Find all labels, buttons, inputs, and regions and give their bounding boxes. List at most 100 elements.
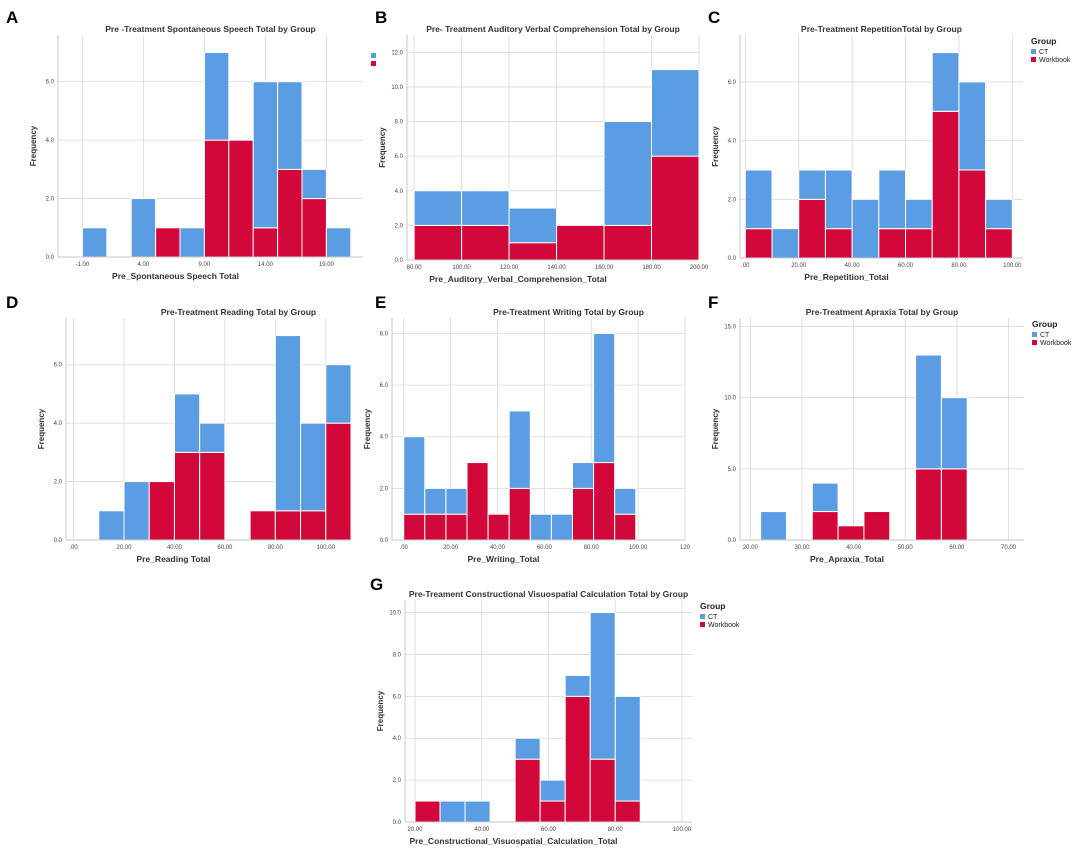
bar-ct (985, 198, 1013, 230)
y-tick-label: 6.0 (728, 80, 737, 86)
x-tick-label: 40.00 (845, 263, 861, 269)
y-axis-label: Frequency (37, 408, 46, 449)
chart-panel-b: B 0.0 2.0 4.0 6.0 8.0 10.0 12.0 80.00 100.00 120.0… (375, 8, 709, 284)
legend-swatch (1031, 57, 1036, 62)
bar-workbook (325, 422, 352, 541)
x-tick-label: 80.00 (951, 263, 967, 269)
bar-workbook (589, 758, 616, 823)
legend-title: Group (1031, 36, 1057, 46)
bar-ct (539, 779, 566, 802)
y-tick-label: 2.0 (728, 197, 737, 203)
chart-panel-d: D 0.0 2.0 4.0 6.0 .00 20.00 40.00 60.00 80.00 100.… (6, 293, 352, 564)
legend-swatch (1032, 332, 1037, 337)
bar-workbook (593, 462, 616, 541)
bar-ct (277, 81, 303, 170)
y-tick-label: 12.0 (391, 50, 403, 56)
y-tick-label: 6.0 (46, 80, 55, 86)
bar-ct (958, 81, 987, 171)
x-tick-label: 180.00 (642, 265, 661, 271)
y-tick-label: 2.0 (46, 197, 55, 203)
y-tick-label: 2.0 (54, 480, 63, 486)
bar-ct (931, 52, 960, 112)
y-tick-label: 6.0 (393, 694, 402, 700)
y-tick-label: 0.0 (380, 538, 389, 544)
x-tick-label: .00 (400, 545, 409, 551)
chart-title: Pre-Treatment Reading Total by Group (161, 307, 316, 317)
bar-ct (603, 121, 653, 226)
bar-ct (744, 169, 773, 230)
bar-workbook (203, 139, 230, 258)
bar-workbook (651, 155, 700, 261)
bar-ct (325, 227, 352, 258)
x-axis-label: Pre_Reading Total (137, 554, 211, 564)
x-tick-label: 20.00 (743, 545, 759, 551)
legend-swatch (371, 61, 376, 66)
panel-letter: B (375, 8, 387, 27)
legend-entry: CT (1039, 49, 1049, 56)
y-axis-label: Frequency (376, 690, 385, 731)
bar-workbook (603, 224, 653, 261)
legend-swatch (700, 614, 705, 619)
bar-ct (614, 695, 641, 802)
y-tick-label: 4.0 (395, 189, 404, 195)
bar-ct (508, 207, 558, 244)
y-axis-label: Frequency (711, 126, 720, 167)
bar-ct (811, 482, 839, 513)
bar-ct (130, 198, 157, 258)
x-tick-label: 19.00 (319, 262, 335, 268)
bar-workbook (614, 800, 641, 823)
bar-workbook (744, 228, 773, 259)
bar-ct (940, 397, 968, 470)
panel-letter: E (375, 293, 386, 312)
bar-workbook (798, 198, 826, 259)
bar-ct (915, 354, 942, 470)
x-tick-label: 100.00 (452, 265, 471, 271)
x-axis-label: Pre_Constructional_Visuospatial_Calculat… (410, 836, 618, 846)
x-tick-label: 20.00 (791, 263, 807, 269)
x-axis-label: Pre_Spontaneous Speech Total (112, 271, 239, 281)
y-tick-label: 0.0 (393, 820, 402, 826)
bar-ct (589, 612, 616, 760)
y-tick-label: 8.0 (380, 331, 389, 337)
bar-workbook (466, 462, 489, 541)
x-tick-label: 40.00 (490, 545, 506, 551)
y-axis-label: Frequency (29, 125, 38, 166)
bar-ct (252, 81, 279, 229)
bar-ct (173, 393, 201, 453)
x-axis-label: Pre_Apraxia_Total (810, 554, 884, 564)
bar-workbook (252, 227, 279, 258)
bar-ct (878, 169, 907, 230)
bar-ct (199, 422, 226, 453)
chart-panel-a: A 0.0 2.0 4.0 6.0 -1.00 4.00 9.00 14.00 19.00 Pre … (6, 8, 376, 281)
bar-ct (439, 800, 466, 823)
bar-workbook (985, 228, 1013, 259)
y-tick-label: 8.0 (393, 652, 402, 658)
x-tick-label: 100.00 (1003, 263, 1022, 269)
x-tick-label: 80.00 (268, 545, 284, 551)
panel-letter: G (370, 575, 383, 594)
bar-workbook (940, 468, 968, 541)
legend-entry: Workbook (1040, 340, 1072, 347)
x-tick-label: 140.00 (547, 265, 566, 271)
bar-workbook (487, 513, 510, 541)
bar-workbook (811, 511, 839, 541)
x-tick-label: -1.00 (76, 262, 90, 268)
x-tick-label: 40.00 (846, 545, 862, 551)
bar-ct (771, 228, 800, 259)
y-tick-label: 0.0 (54, 538, 63, 544)
bar-workbook (556, 224, 605, 261)
y-tick-label: 2.0 (380, 486, 389, 492)
chart-title: Pre-Treament Constructional Visuospatial… (409, 589, 688, 599)
x-tick-label: 4.00 (138, 262, 150, 268)
bar-ct (571, 462, 595, 489)
legend-swatch (1032, 340, 1037, 345)
chart-title: Pre -Treatment Spontaneous Speech Total … (105, 24, 316, 34)
y-axis-label: Frequency (378, 127, 387, 168)
x-tick-label: .00 (69, 545, 78, 551)
bar-workbook (931, 110, 960, 259)
x-tick-label: 80.00 (608, 827, 624, 833)
y-axis-label: Frequency (363, 408, 372, 449)
x-tick-label: 40.00 (167, 545, 183, 551)
